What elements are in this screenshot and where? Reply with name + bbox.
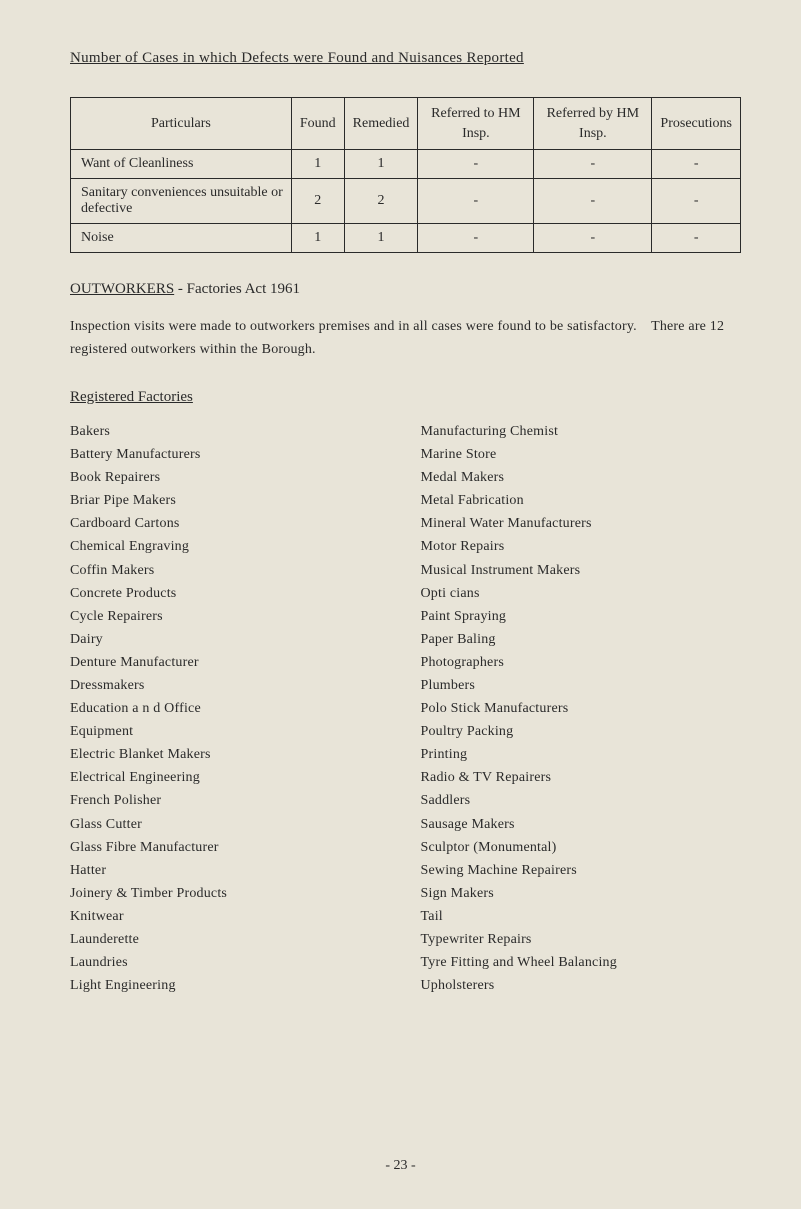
list-item: Motor Repairs [421,535,742,558]
factories-columns: Bakers Battery Manufacturers Book Repair… [70,420,741,997]
col-found: Found [291,98,344,150]
col-particulars: Particulars [71,98,292,150]
list-item: Tail [421,905,742,928]
list-item: Cardboard Cartons [70,512,391,535]
cell-value: - [534,224,652,253]
list-item: Laundries [70,951,391,974]
list-item: Sign Makers [421,882,742,905]
cell-value: 1 [291,150,344,179]
cell-value: 2 [291,179,344,224]
list-item: Polo Stick Manufacturers [421,697,742,720]
list-item: Electrical Engineering [70,766,391,789]
list-item: Plumbers [421,674,742,697]
cell-value: - [652,150,741,179]
list-item: Book Repairers [70,466,391,489]
cell-value: - [652,224,741,253]
cell-value: 1 [291,224,344,253]
list-item: Radio & TV Repairers [421,766,742,789]
list-item: Briar Pipe Makers [70,489,391,512]
right-column: Manufacturing Chemist Marine Store Medal… [421,420,742,997]
list-item: Manufacturing Chemist [421,420,742,443]
list-item: Cycle Repairers [70,605,391,628]
cell-value: 1 [344,150,418,179]
list-item: Medal Makers [421,466,742,489]
list-item: French Polisher [70,789,391,812]
list-item: Opti cians [421,582,742,605]
list-item: Hatter [70,859,391,882]
table-row: Want of Cleanliness 1 1 - - - [71,150,741,179]
list-item: Sewing Machine Repairers [421,859,742,882]
cell-value: - [418,224,534,253]
list-item: Battery Manufacturers [70,443,391,466]
list-item: Dairy [70,628,391,651]
outworkers-heading-underline: OUTWORKERS [70,281,174,297]
list-item: Glass Cutter [70,813,391,836]
list-item: Chemical Engraving [70,535,391,558]
list-item: Knitwear [70,905,391,928]
list-item: Saddlers [421,789,742,812]
col-prosecutions: Prosecutions [652,98,741,150]
outworkers-heading-rest: - Factories Act 1961 [174,281,300,297]
list-item: Sausage Makers [421,813,742,836]
cell-value: - [534,179,652,224]
outworkers-heading: OUTWORKERS - Factories Act 1961 [70,281,741,298]
list-item: Poultry Packing [421,720,742,743]
list-item: Musical Instrument Makers [421,559,742,582]
list-item: Denture Manufacturer [70,651,391,674]
left-column: Bakers Battery Manufacturers Book Repair… [70,420,391,997]
list-item: Light Engineering [70,974,391,997]
list-item: Typewriter Repairs [421,928,742,951]
cell-label: Noise [71,224,292,253]
cell-value: 2 [344,179,418,224]
defects-table: Particulars Found Remedied Referred to H… [70,97,741,253]
list-item: Paint Spraying [421,605,742,628]
table-header-row: Particulars Found Remedied Referred to H… [71,98,741,150]
list-item: Metal Fabrication [421,489,742,512]
col-remedied: Remedied [344,98,418,150]
list-item: Dressmakers [70,674,391,697]
list-item: Concrete Products [70,582,391,605]
list-item: Coffin Makers [70,559,391,582]
cell-value: - [418,150,534,179]
outworkers-text: Inspection visits were made to outworker… [70,316,741,361]
cell-value: - [652,179,741,224]
list-item: Tyre Fitting and Wheel Balancing [421,951,742,974]
list-item: Upholsterers [421,974,742,997]
list-item: Bakers [70,420,391,443]
list-item: Launderette [70,928,391,951]
cell-value: - [418,179,534,224]
list-item: Printing [421,743,742,766]
table-row: Noise 1 1 - - - [71,224,741,253]
list-item: Glass Fibre Manufacturer [70,836,391,859]
list-item: Paper Baling [421,628,742,651]
col-referred-to: Referred to HM Insp. [418,98,534,150]
list-item: Equipment [70,720,391,743]
cell-label: Sanitary conveniences unsuitable or defe… [71,179,292,224]
list-item: Electric Blanket Makers [70,743,391,766]
cell-value: - [534,150,652,179]
table-row: Sanitary conveniences unsuitable or defe… [71,179,741,224]
list-item: Mineral Water Manufacturers [421,512,742,535]
cell-value: 1 [344,224,418,253]
list-item: Education a n d Office [70,697,391,720]
page-title: Number of Cases in which Defects were Fo… [70,50,741,67]
list-item: Photographers [421,651,742,674]
list-item: Joinery & Timber Products [70,882,391,905]
page-number: - 23 - [385,1158,415,1174]
col-referred-by: Referred by HM Insp. [534,98,652,150]
cell-label: Want of Cleanliness [71,150,292,179]
list-item: Marine Store [421,443,742,466]
list-item: Sculptor (Monumental) [421,836,742,859]
registered-factories-heading: Registered Factories [70,389,741,406]
